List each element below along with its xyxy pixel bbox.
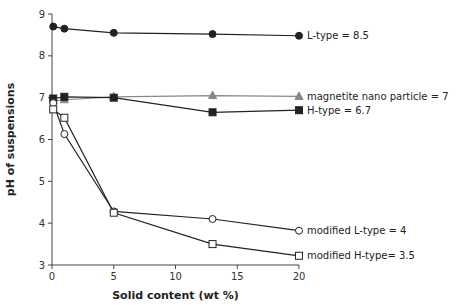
line [53, 97, 299, 112]
x-axis-label: Solid content (wt %) [112, 289, 239, 302]
point [50, 23, 57, 30]
point [209, 241, 216, 248]
point [296, 252, 303, 259]
point [295, 92, 303, 100]
y-tick [48, 223, 52, 224]
y-tick [48, 265, 52, 266]
point [50, 106, 57, 113]
y-tick-label: 8 [39, 50, 45, 61]
point [209, 91, 217, 99]
series [50, 100, 303, 235]
y-tick-label: 6 [39, 134, 45, 145]
x-tick [299, 265, 300, 269]
series-label: magnetite nano particle = 7 [307, 91, 449, 102]
y-tick-label: 5 [39, 176, 45, 187]
y-tick [48, 55, 52, 56]
series-labels: L-type = 8.5 magnetite nano particle = 7 H… [307, 30, 449, 261]
point [209, 109, 216, 116]
x-tick-label: 20 [293, 271, 306, 282]
series [50, 93, 303, 115]
line [53, 109, 299, 255]
series [50, 106, 303, 259]
point [61, 114, 68, 121]
axes: 0 5 10 15 20 3 4 5 6 7 8 9 [39, 9, 306, 283]
x-tick [175, 265, 176, 269]
plot-area [49, 23, 303, 259]
point [110, 29, 117, 36]
y-tick-label: 7 [39, 92, 45, 103]
point [110, 209, 117, 216]
x-tick [237, 265, 238, 269]
x-tick-label: 0 [49, 271, 55, 282]
series-label: L-type = 8.5 [307, 30, 369, 41]
point [296, 32, 303, 39]
x-tick [113, 265, 114, 269]
y-tick-label: 3 [39, 260, 45, 271]
line [53, 96, 299, 101]
point [110, 94, 117, 101]
y-tick-label: 4 [39, 218, 45, 229]
point [61, 131, 68, 138]
x-tick-label: 5 [111, 271, 117, 282]
line [53, 27, 299, 36]
point [296, 107, 303, 114]
point [61, 25, 68, 32]
series-label: modified L-type = 4 [307, 225, 406, 236]
chart: 0 5 10 15 20 3 4 5 6 7 8 9 Solid content (wt %) pH of… [0, 0, 459, 307]
point [209, 31, 216, 38]
point [61, 93, 68, 100]
y-tick [48, 181, 52, 182]
x-tick-label: 10 [169, 271, 182, 282]
series-label: modified H-type= 3.5 [307, 250, 415, 261]
series-label: H-type = 6.7 [307, 105, 371, 116]
x-tick [52, 265, 53, 269]
series [50, 23, 303, 39]
y-tick [48, 139, 52, 140]
x-tick-label: 15 [231, 271, 244, 282]
point [209, 215, 216, 222]
point [296, 227, 303, 234]
y-tick [48, 14, 52, 15]
y-tick-label: 9 [39, 9, 45, 20]
y-axis-label: pH of suspensions [4, 82, 17, 196]
